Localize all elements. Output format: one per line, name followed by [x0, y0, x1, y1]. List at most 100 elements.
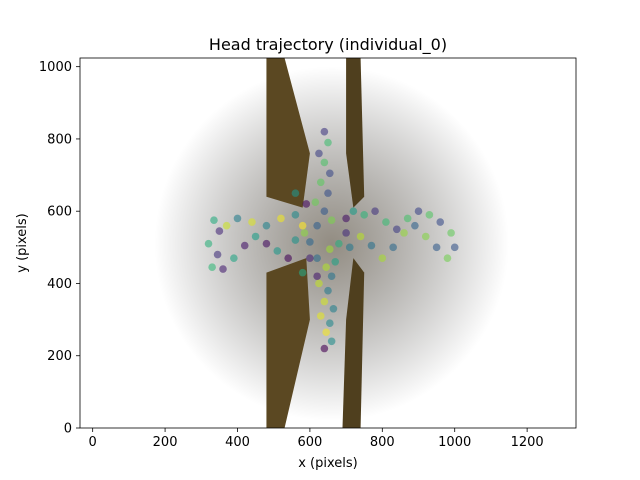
trajectory-point: [327, 337, 336, 346]
y-tick-label: 200: [47, 349, 72, 364]
trajectory-point: [326, 245, 334, 253]
trajectory-point: [327, 272, 336, 281]
trajectory-point: [322, 263, 330, 272]
trajectory-point: [306, 254, 314, 262]
trajectory-point: [414, 207, 423, 216]
trajectory-point: [327, 216, 336, 225]
trajectory-point: [389, 243, 397, 252]
y-tick-label: 1000: [39, 60, 72, 75]
trajectory-point: [324, 189, 332, 197]
x-tick-label: 200: [153, 435, 178, 450]
trajectory-point: [298, 268, 307, 277]
trajectory-point: [262, 239, 271, 248]
trajectory-point: [360, 211, 369, 219]
trajectory-point: [219, 265, 227, 273]
y-axis-label: y (pixels): [15, 213, 30, 273]
trajectory-point: [324, 138, 332, 147]
trajectory-point: [436, 218, 445, 226]
trajectory-point: [411, 221, 419, 230]
trajectory-point: [315, 279, 323, 288]
trajectory-point: [240, 241, 249, 250]
maze-wall-lower-left: [266, 58, 310, 208]
trajectory-point: [345, 243, 354, 252]
trajectory-point: [291, 236, 300, 244]
trajectory-point: [425, 211, 434, 219]
trajectory-point: [302, 200, 311, 208]
trajectory-point: [316, 312, 325, 320]
axes-frame: [79, 57, 577, 429]
trajectory-point: [450, 243, 459, 252]
trajectory-point: [443, 254, 452, 262]
x-tick-label: 600: [297, 435, 322, 450]
trajectory-point: [313, 254, 321, 262]
trajectory-point: [306, 238, 314, 246]
y-tick-label: 400: [47, 277, 72, 292]
y-tick-label: 0: [64, 422, 72, 437]
trajectory-point: [447, 229, 455, 237]
frame-glow: [154, 66, 510, 422]
trajectory-point: [326, 169, 334, 178]
trajectory-point: [230, 254, 238, 262]
trajectory-point: [313, 272, 321, 281]
trajectory-point: [324, 286, 332, 295]
trajectory-point: [378, 254, 387, 262]
x-tick-label: 1000: [438, 435, 471, 450]
trajectory-point: [248, 218, 256, 226]
trajectory-point: [291, 189, 300, 197]
trajectory-point: [213, 250, 222, 259]
trajectory-point: [233, 214, 242, 223]
x-tick-label: 400: [225, 435, 250, 450]
trajectory-point: [371, 207, 379, 216]
y-axis-ticks: 0 200 400 600 800 1000: [39, 60, 80, 437]
x-tick-label: 800: [370, 435, 395, 450]
trajectory-point: [204, 239, 213, 248]
trajectory-point: [215, 227, 224, 235]
trajectory-point: [342, 229, 350, 237]
y-tick-label: 600: [47, 205, 72, 220]
x-axis-ticks: 0 200 400 600 800 1000 1200: [89, 428, 544, 450]
trajectory-point: [320, 127, 329, 136]
trajectory-point: [392, 225, 401, 234]
trajectory-point: [277, 214, 285, 223]
x-axis-label: x (pixels): [298, 456, 358, 471]
trajectory-point: [298, 221, 307, 230]
trajectory-point: [320, 344, 329, 353]
trajectory-point: [382, 218, 390, 226]
trajectory-point: [329, 304, 338, 313]
maze-wall-lower-right: [346, 58, 365, 208]
trajectory-point: [326, 319, 334, 328]
trajectory-point: [320, 207, 329, 216]
trajectory-point: [284, 254, 292, 262]
trajectory-point: [273, 247, 282, 255]
x-tick-label: 0: [89, 435, 97, 450]
trajectory-point: [251, 232, 260, 241]
trajectory-point: [311, 198, 320, 206]
maze-background-image: [154, 58, 510, 428]
trajectory-point: [356, 232, 365, 241]
trajectory-point: [315, 149, 323, 158]
trajectory-point: [322, 328, 330, 337]
chart-title: Head trajectory (individual_0): [209, 35, 447, 55]
trajectory-point: [320, 297, 329, 306]
trajectory-points: [204, 127, 459, 353]
trajectory-point: [421, 232, 430, 241]
trajectory-point: [342, 214, 350, 223]
maze-wall-upper-right: [342, 258, 365, 428]
trajectory-point: [432, 243, 441, 252]
trajectory-point: [291, 211, 300, 219]
trajectory-point: [403, 214, 412, 223]
trajectory-point: [335, 239, 343, 248]
trajectory-point: [331, 257, 340, 266]
trajectory-point: [222, 221, 231, 230]
trajectory-point: [208, 263, 216, 272]
trajectory-point: [316, 178, 325, 187]
trajectory-point: [313, 221, 321, 230]
trajectory-point: [367, 241, 376, 250]
x-tick-label: 1200: [511, 435, 544, 450]
trajectory-point: [262, 221, 271, 230]
trajectory-point: [210, 216, 218, 225]
trajectory-point: [320, 158, 329, 167]
maze-wall-upper-left: [266, 258, 310, 428]
trajectory-point: [400, 229, 408, 237]
